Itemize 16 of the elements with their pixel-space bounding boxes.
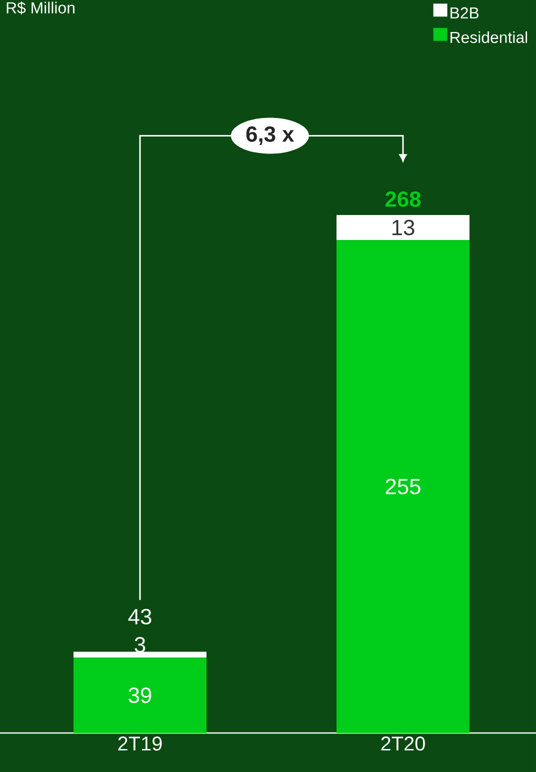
text: 6,3 x [246, 126, 294, 146]
legend-label: B2B [450, 7, 479, 18]
bar [336, 214, 470, 240]
data-label: 13 [392, 220, 414, 236]
legend-label: Residential [450, 31, 528, 44]
x-tick-label: 2T20 [381, 736, 425, 751]
total-label: 268 [385, 191, 421, 207]
text: R$ Million [6, 2, 74, 14]
data-label: 3 [134, 636, 146, 653]
bar [336, 240, 470, 733]
bar [74, 652, 206, 658]
x-tick-label: 2T19 [118, 736, 162, 751]
total-label: 43 [128, 608, 152, 624]
bar [74, 658, 206, 733]
data-label: 39 [128, 688, 152, 704]
data-label: 255 [386, 478, 420, 494]
